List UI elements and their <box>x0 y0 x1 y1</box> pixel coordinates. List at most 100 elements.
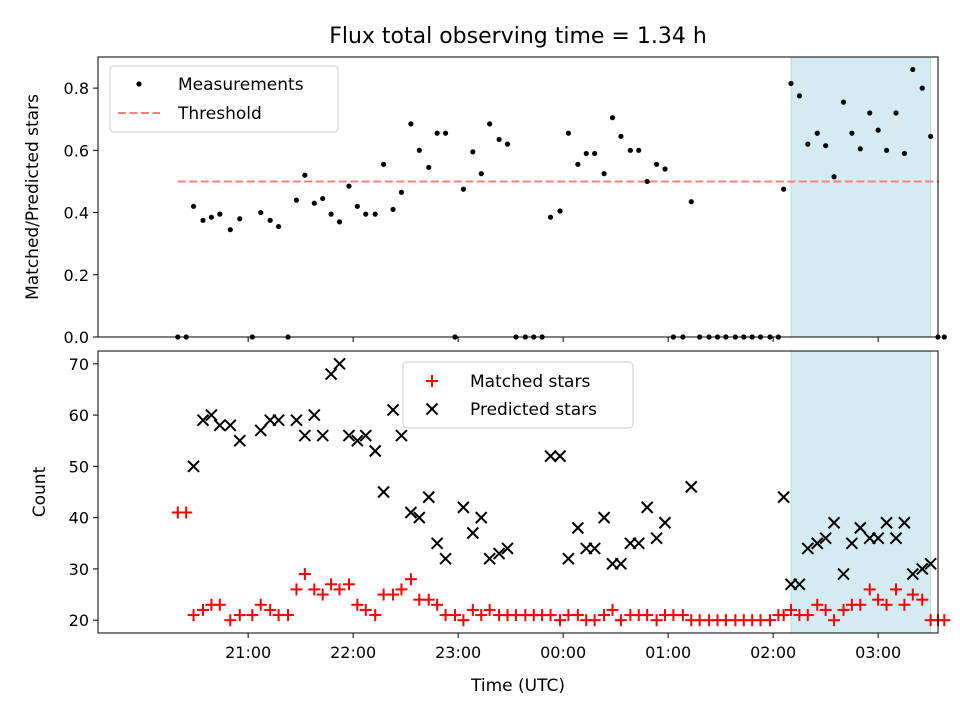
predicted-mark-b <box>342 429 356 442</box>
predicted-star-point <box>871 531 885 545</box>
matched-star-point <box>213 598 226 611</box>
predicted-star-point <box>272 414 285 427</box>
predicted-star-point <box>811 537 824 550</box>
measurement-point <box>328 211 334 217</box>
measurement-point <box>788 80 794 87</box>
matched-star-point <box>863 583 876 596</box>
matched-star-point <box>872 593 885 606</box>
matched-star-point <box>197 603 209 616</box>
matched-star-point <box>854 598 867 611</box>
ratio-legend: Measurements Threshold <box>109 65 339 133</box>
measurement-point <box>190 203 197 209</box>
measurement-point <box>849 130 855 136</box>
measurement-point <box>831 174 837 180</box>
predicted-star-point <box>254 424 267 437</box>
measurement-point <box>583 150 589 157</box>
matched-star-point <box>264 603 277 616</box>
predicted-star-point <box>632 537 645 550</box>
predicted-mark-b <box>395 429 408 442</box>
matched-star-point <box>316 588 329 601</box>
predicted-star-point <box>368 444 382 458</box>
y-tick-label: 30 <box>69 560 89 579</box>
matched-star-point <box>369 609 382 622</box>
matched-star-point <box>457 614 470 627</box>
predicted-mark-b <box>351 434 364 447</box>
measurement-point <box>426 164 432 171</box>
highlight-span <box>790 56 932 338</box>
predicted-mark-b <box>898 516 911 529</box>
predicted-star-point <box>233 434 246 447</box>
predicted-mark-b <box>187 460 200 473</box>
matched-star-point <box>449 609 461 622</box>
matched-star-point <box>224 614 237 627</box>
count-panel: 20 30 40 50 60 70 21:00 22:00 23:00 00:00 01:00 02… <box>30 350 951 696</box>
y-tick-label: 0.2 <box>64 266 89 285</box>
measurement-point <box>928 133 934 139</box>
x-tick-label: 21:00 <box>225 643 271 662</box>
predicted-star-point <box>685 480 698 494</box>
measurement-point <box>781 186 787 192</box>
predicted-star-point <box>854 521 867 535</box>
predicted-mark-b <box>213 419 227 432</box>
predicted-star-point <box>404 506 418 519</box>
measurement-point <box>267 217 273 223</box>
predicted-star-point <box>553 449 567 463</box>
predicted-star-point <box>898 516 911 529</box>
matched-star-point <box>333 583 346 596</box>
matched-star-point <box>606 603 619 616</box>
matched-star-point <box>404 573 417 586</box>
predicted-star-point <box>906 567 920 581</box>
measurement-point <box>258 209 264 216</box>
measurement-point <box>609 115 616 121</box>
predicted-star-point <box>224 419 237 432</box>
predicted-star-point <box>614 557 628 570</box>
measurement-point <box>237 216 243 222</box>
predicted-mark-b <box>466 526 480 540</box>
matched-star-point <box>785 603 797 616</box>
predicted-star-point <box>837 567 850 581</box>
measurement-point <box>496 136 502 143</box>
predicted-mark-b <box>650 531 663 545</box>
matched-star-point <box>764 614 776 627</box>
count-points <box>171 357 951 627</box>
measurement-point <box>293 197 300 203</box>
predicted-mark-b <box>793 578 806 591</box>
predicted-mark-b <box>333 357 346 371</box>
matched-star-point <box>282 609 295 622</box>
matched-star-point <box>676 609 689 622</box>
predicted-mark-b <box>614 557 628 570</box>
measurement-point <box>654 161 660 167</box>
predicted-mark-b <box>377 485 390 499</box>
predicted-mark-b <box>553 449 567 463</box>
matched-star-point <box>466 603 479 616</box>
predicted-mark-b <box>880 516 893 529</box>
legend-measurements-label: Measurements <box>178 75 304 95</box>
predicted-star-point <box>777 490 790 504</box>
predicted-star-point <box>801 542 815 555</box>
measurement-point <box>840 99 847 105</box>
predicted-star-point <box>640 501 654 514</box>
matched-star-point <box>938 614 951 627</box>
x-tick-label: 01:00 <box>645 643 691 662</box>
matched-star-point <box>180 506 193 519</box>
predicted-mark-b <box>196 414 210 427</box>
matched-star-point <box>422 593 435 606</box>
ratio-y-axis-label: Matched/Predicted stars <box>23 94 43 300</box>
predicted-star-point <box>544 449 557 463</box>
measurement-point <box>487 121 493 127</box>
matched-star-point <box>308 583 321 596</box>
predicted-star-point <box>316 429 329 442</box>
measurement-point <box>823 143 829 149</box>
ratio-legend-box <box>109 65 339 133</box>
measurement-point <box>618 133 624 139</box>
measurement-point <box>557 208 563 214</box>
legend-measurements-marker <box>136 81 142 87</box>
y-tick-label: 0.0 <box>64 328 89 347</box>
matched-star-point <box>431 598 444 611</box>
predicted-star-point <box>466 526 480 540</box>
measurement-point <box>276 223 282 230</box>
predicted-mark-b <box>439 552 452 565</box>
y-tick-label: 0.6 <box>64 141 89 160</box>
matched-star-point <box>233 609 246 622</box>
matched-star-point <box>588 614 601 627</box>
